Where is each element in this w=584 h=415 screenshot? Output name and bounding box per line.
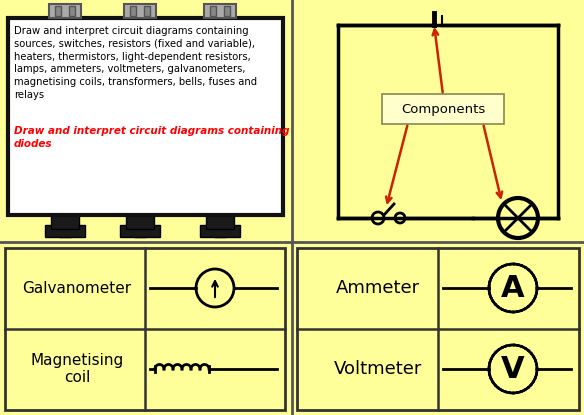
Bar xyxy=(144,6,150,16)
Bar xyxy=(69,6,75,16)
Bar xyxy=(126,215,154,229)
Text: Components: Components xyxy=(401,103,485,115)
Bar xyxy=(130,6,136,16)
Bar xyxy=(5,248,285,410)
Bar xyxy=(210,6,216,16)
Bar xyxy=(49,4,81,18)
Bar xyxy=(8,18,283,215)
Text: Galvanometer: Galvanometer xyxy=(22,281,131,295)
Bar xyxy=(200,225,240,237)
Bar xyxy=(224,6,230,16)
Bar xyxy=(297,248,579,410)
Text: Draw and interpret circuit diagrams containing
diodes: Draw and interpret circuit diagrams cont… xyxy=(14,126,290,149)
Text: Voltmeter: Voltmeter xyxy=(334,360,422,378)
Text: Magnetising
coil: Magnetising coil xyxy=(30,353,124,385)
Bar xyxy=(120,225,160,237)
Bar xyxy=(45,225,85,237)
Text: A: A xyxy=(501,273,525,303)
Bar xyxy=(124,4,156,18)
Bar xyxy=(206,215,234,229)
Bar xyxy=(204,4,236,18)
FancyBboxPatch shape xyxy=(382,94,504,124)
Text: Draw and interpret circuit diagrams containing
sources, switches, resistors (fix: Draw and interpret circuit diagrams cont… xyxy=(14,26,257,100)
Bar xyxy=(51,215,79,229)
Bar xyxy=(214,215,226,237)
Text: Ammeter: Ammeter xyxy=(336,279,420,297)
Text: V: V xyxy=(501,354,525,383)
Bar xyxy=(55,6,61,16)
Bar xyxy=(134,215,146,237)
Bar xyxy=(59,215,71,237)
